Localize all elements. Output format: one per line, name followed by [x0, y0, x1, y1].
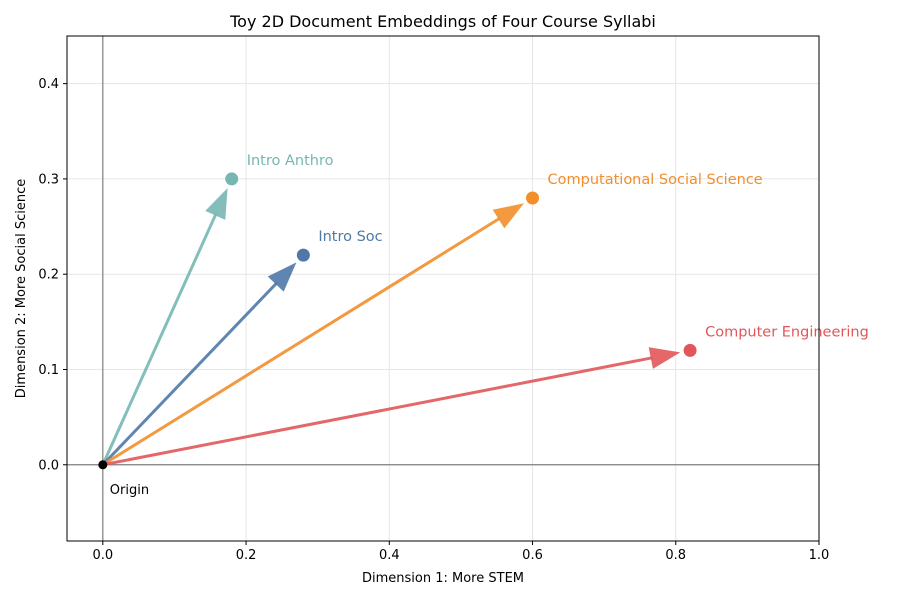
x-tick-label: 1.0 [809, 548, 830, 563]
origin-label: Origin [110, 483, 149, 498]
y-tick-label: 0.2 [38, 268, 59, 283]
y-tick-label: 0.1 [38, 363, 59, 378]
vector-arrowhead-computer-engineering [648, 347, 681, 369]
vector-endpoint-computational-social-science [526, 191, 540, 205]
vector-label-computational-social-science: Computational Social Science [548, 172, 763, 188]
plot-frame [66, 35, 820, 542]
vector-label-intro-anthro: Intro Anthro [247, 153, 334, 169]
vector-arrowhead-intro-anthro [205, 188, 228, 220]
x-tick-label: 0.8 [665, 548, 686, 563]
vector-shaft-intro-soc [101, 281, 279, 466]
vector-endpoint-computer-engineering [683, 343, 697, 357]
vector-labels: Intro Anthro Intro Soc Computational Socia… [247, 153, 869, 341]
vector-arrowhead-intro-soc [267, 262, 297, 292]
vector-label-computer-engineering: Computer Engineering [705, 324, 869, 340]
zero-lines [67, 36, 819, 541]
vectors [101, 188, 681, 467]
chart-title: Toy 2D Document Embeddings of Four Cours… [229, 12, 656, 31]
x-tick-label: 0.0 [92, 548, 113, 563]
vector-label-intro-soc: Intro Soc [318, 229, 382, 245]
x-axis-label: Dimension 1: More STEM [362, 571, 524, 586]
y-axis-label: Dimension 2: More Social Science [14, 179, 29, 398]
x-tick-label: 0.2 [236, 548, 257, 563]
vector-endpoint-intro-anthro [225, 172, 239, 186]
y-tick-label: 0.0 [38, 458, 59, 473]
x-tick-label: 0.6 [522, 548, 543, 563]
vector-endpoint-intro-soc [296, 248, 310, 262]
vector-shaft-computer-engineering [102, 356, 654, 467]
origin-point [98, 460, 108, 470]
endpoints [225, 172, 697, 357]
vector-shaft-intro-anthro [101, 212, 218, 466]
x-tick-label: 0.4 [379, 548, 400, 563]
vector-arrowhead-computational-social-science [492, 203, 525, 229]
y-tick-label: 0.4 [38, 77, 59, 92]
x-axis-ticks: 0.0 0.2 0.4 0.6 0.8 1.0 [92, 541, 829, 563]
y-axis-ticks: 0.0 0.1 0.2 0.3 0.4 [38, 77, 67, 473]
y-tick-label: 0.3 [38, 172, 59, 187]
vector-shaft-computational-social-science [102, 216, 502, 467]
